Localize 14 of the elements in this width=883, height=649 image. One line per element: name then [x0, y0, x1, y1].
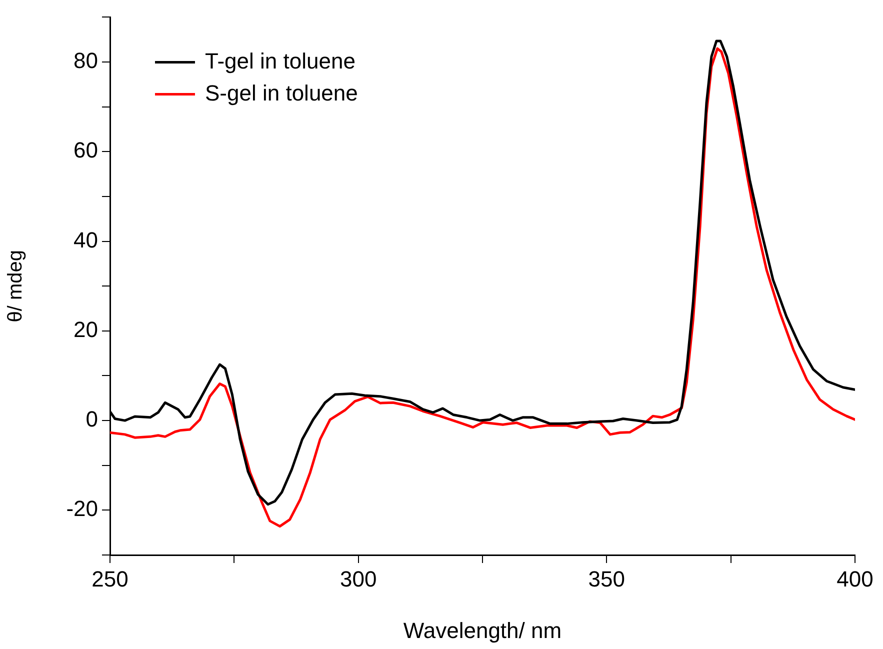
- x-tick-label: 400: [836, 566, 874, 592]
- x-axis-title: Wavelength/ nm: [403, 618, 562, 643]
- x-tick-label: 250: [92, 566, 128, 592]
- y-tick-label: 0: [86, 406, 98, 432]
- y-tick-label: 80: [74, 48, 98, 74]
- legend-label: T-gel in toluene: [205, 48, 356, 74]
- x-tick-label: 350: [588, 566, 626, 592]
- legend-label: S-gel in toluene: [205, 80, 358, 106]
- y-tick-label: -20: [66, 496, 98, 522]
- x-tick-label: 300: [340, 566, 377, 592]
- y-tick-label: 20: [74, 316, 98, 342]
- y-tick-label: 40: [74, 227, 98, 252]
- y-axis-title: θ/ mdeg: [4, 250, 27, 322]
- y-tick-label: 60: [74, 138, 98, 163]
